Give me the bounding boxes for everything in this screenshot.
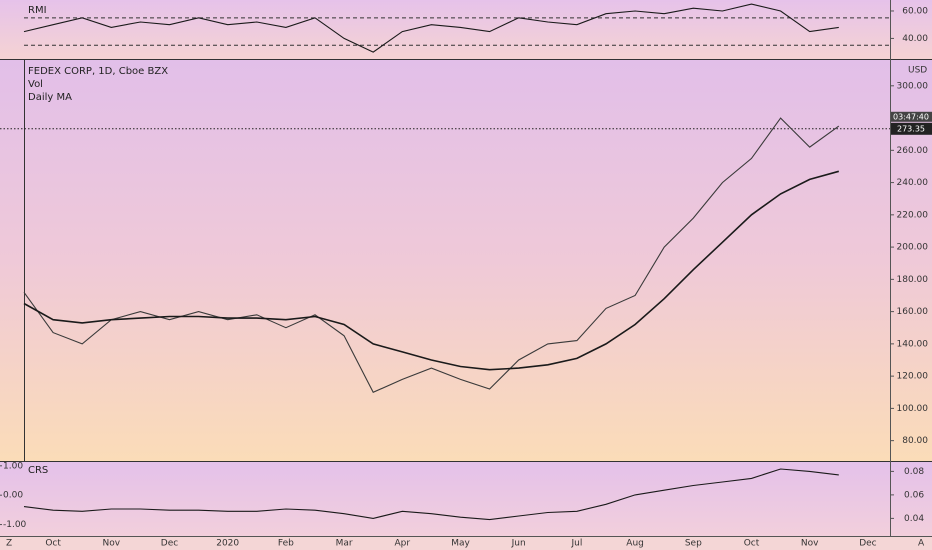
x-tick-label: Oct bbox=[744, 539, 760, 549]
y-tick-label: 0.00 bbox=[3, 491, 23, 501]
axis-unit: USD bbox=[908, 66, 927, 76]
y-tick-label: 140.00 bbox=[897, 339, 929, 349]
crs-panel bbox=[0, 462, 932, 536]
x-tick-label: Feb bbox=[278, 539, 294, 549]
rmi-panel bbox=[0, 0, 932, 59]
y-tick-label: 60.00 bbox=[902, 6, 928, 16]
corner-label: A bbox=[918, 539, 925, 549]
y-tick-label: 180.00 bbox=[897, 275, 929, 285]
price-panel bbox=[0, 60, 932, 461]
x-tick-label: Nov bbox=[801, 539, 819, 549]
ma-label: Daily MA bbox=[28, 92, 72, 103]
last-price: 273.35 bbox=[897, 124, 925, 133]
y-tick-label: -1.00 bbox=[3, 520, 27, 530]
x-tick-label: Dec bbox=[859, 539, 876, 549]
last-price-box bbox=[891, 122, 932, 135]
y-tick-label: 200.00 bbox=[897, 243, 929, 253]
x-tick-label: Jun bbox=[511, 539, 526, 549]
y-tick-label: 240.00 bbox=[897, 178, 929, 188]
countdown-box bbox=[891, 111, 932, 122]
crs-title: CRS bbox=[28, 465, 48, 476]
x-tick-label: May bbox=[451, 539, 470, 549]
y-tick-label: 260.00 bbox=[897, 146, 929, 156]
x-tick-label: Dec bbox=[161, 539, 178, 549]
vol-label: Vol bbox=[28, 79, 43, 90]
rmi-title: RMI bbox=[28, 5, 47, 16]
y2-tick-label: 0.06 bbox=[904, 490, 924, 500]
y-tick-label: 120.00 bbox=[897, 372, 929, 382]
x-tick-label: Nov bbox=[103, 539, 121, 549]
x-tick-label: Mar bbox=[336, 539, 353, 549]
series-line bbox=[23, 3, 839, 53]
x-tick-label: Oct bbox=[45, 539, 61, 549]
series-line bbox=[23, 170, 840, 371]
y-tick-label: 220.00 bbox=[897, 210, 929, 220]
x-tick-label: Jul bbox=[570, 539, 582, 549]
time-axis bbox=[0, 536, 932, 550]
countdown: 03:47:40 bbox=[893, 112, 929, 121]
y2-tick-label: 0.04 bbox=[904, 514, 924, 524]
x-tick-label: Apr bbox=[395, 539, 411, 549]
y-tick-label: 40.00 bbox=[902, 34, 928, 44]
x-tick-label: Sep bbox=[685, 539, 702, 549]
y-tick-label: 160.00 bbox=[897, 307, 929, 317]
y-tick-label: 1.00 bbox=[3, 461, 23, 471]
symbol-title: FEDEX CORP, 1D, Cboe BZX bbox=[28, 66, 168, 77]
x-tick-label: Aug bbox=[626, 539, 644, 549]
y-tick-label: 100.00 bbox=[897, 404, 929, 414]
x-tick-label: 2020 bbox=[216, 539, 239, 549]
y2-tick-label: 0.08 bbox=[904, 467, 924, 477]
corner-label: Z bbox=[6, 539, 12, 549]
y-tick-label: 300.00 bbox=[897, 81, 929, 91]
y-tick-label: 80.00 bbox=[902, 436, 928, 446]
series-line bbox=[23, 468, 839, 521]
